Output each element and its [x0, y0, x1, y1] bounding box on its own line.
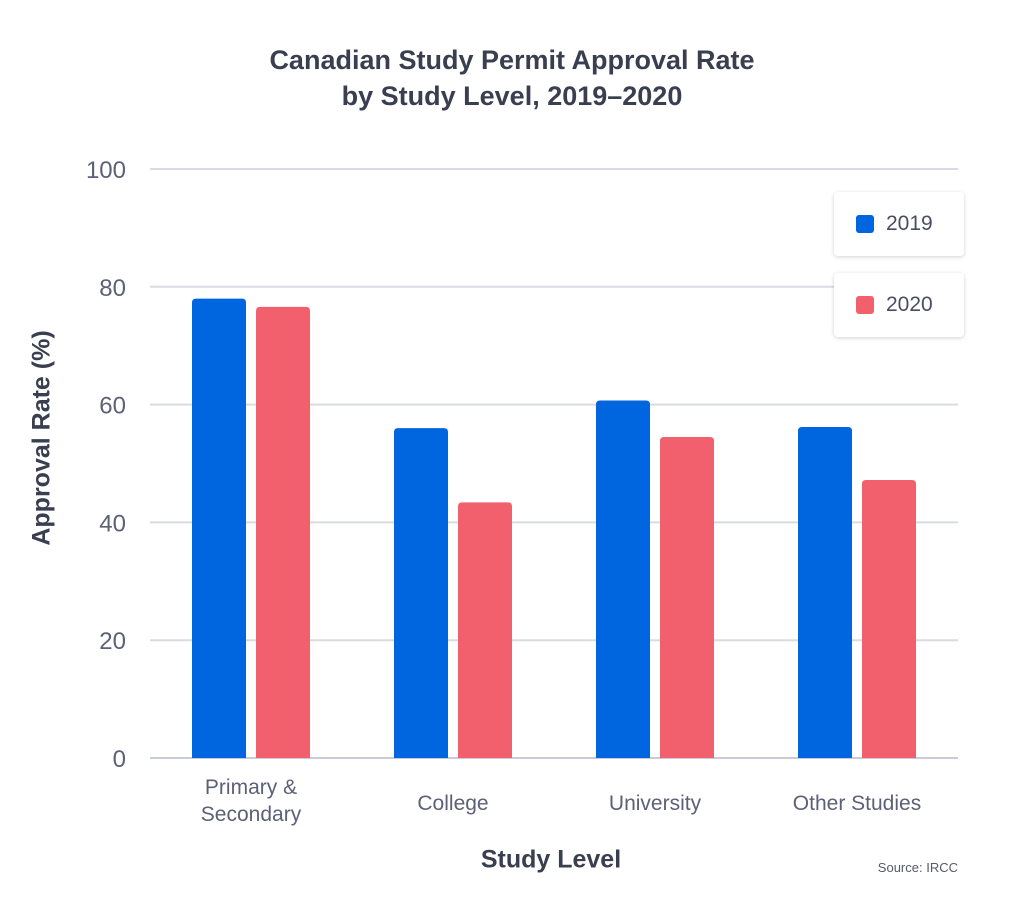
y-tick-label-40: 40	[99, 510, 126, 537]
y-tick-label-20: 20	[99, 628, 126, 655]
x-tick-label-1-0: College	[417, 792, 488, 815]
bar-2019-1	[394, 428, 448, 758]
legend-label-2020: 2020	[886, 293, 933, 316]
y-tick-label-100: 100	[86, 157, 126, 184]
bar-2020-0	[256, 306, 310, 758]
x-tick-label-0-1: Secondary	[201, 803, 302, 826]
x-tick-label-0-0: Primary &	[205, 776, 297, 799]
legend-item-2020[interactable]: 2020	[834, 273, 964, 337]
legend-swatch-2019	[856, 215, 874, 233]
legend-item-2019[interactable]: 2019	[834, 192, 964, 256]
y-axis-label: Approval Rate (%)	[27, 330, 56, 546]
x-tick-label-2-0: University	[609, 792, 702, 815]
bar-2019-2	[596, 400, 650, 758]
chart-title-line-1: Canadian Study Permit Approval Rate	[269, 45, 755, 75]
x-axis-label: Study Level	[480, 845, 622, 874]
bar-2020-2	[660, 436, 714, 758]
bar-2020-1	[458, 502, 512, 758]
y-tick-label-0: 0	[113, 746, 126, 773]
legend-swatch-2020	[856, 296, 874, 314]
y-tick-label-60: 60	[99, 393, 126, 420]
source-note: Source: IRCC	[877, 860, 958, 875]
bar-2019-0	[192, 298, 246, 758]
y-tick-label-80: 80	[99, 275, 126, 302]
bar-2020-3	[862, 479, 916, 758]
chart-title: Canadian Study Permit Approval Rate by S…	[0, 42, 1024, 114]
chart-title-line-2: by Study Level, 2019–2020	[341, 81, 683, 111]
legend-label-2019: 2019	[886, 212, 933, 235]
x-tick-label-3-0: Other Studies	[793, 792, 921, 815]
bar-2019-3	[798, 426, 852, 758]
